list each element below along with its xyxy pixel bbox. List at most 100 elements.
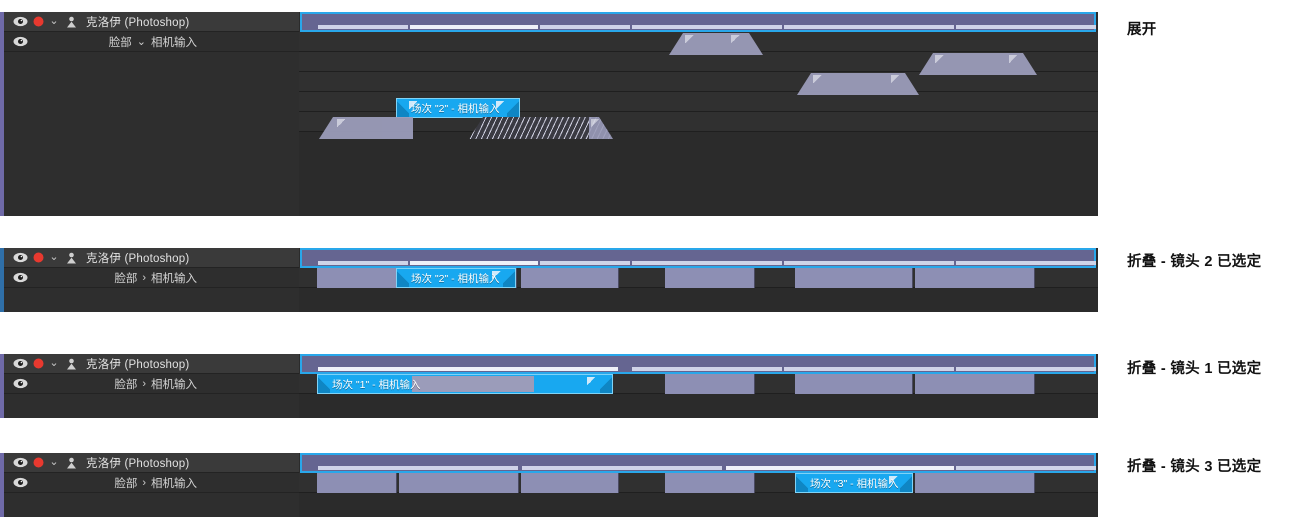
selected-clip[interactable]: 场次 "2" - 相机输入 [396,268,516,288]
collapsed-clip-block[interactable] [665,473,755,493]
eye-icon[interactable] [10,272,30,283]
track-subheader-row[interactable]: 脸部 ⌄ 相机输入 [4,32,299,52]
track-row[interactable] [299,493,1098,517]
eye-icon[interactable] [10,477,30,488]
timeline-panel-expanded[interactable]: ⌄ 克洛伊 (Photoshop) 脸部 ⌄ 相机输入 [0,12,1098,216]
master-strip-segment [318,466,518,470]
eye-icon[interactable] [10,36,30,47]
timeline-clip[interactable] [319,117,413,139]
clip-label: 场次 "2" - 相机输入 [411,102,500,115]
eye-icon[interactable] [10,378,30,389]
chevron-right-icon[interactable]: › [142,271,146,284]
keyframe-marker [409,101,418,109]
master-sequence-bar[interactable] [300,453,1096,473]
keyframe-marker [337,119,346,127]
eye-icon[interactable] [10,358,30,369]
clip-corner-left [397,269,409,287]
clip-source-underlay [412,376,534,392]
master-strip-segment [410,25,538,29]
person-icon [62,457,80,469]
collapsed-clip-block[interactable] [915,374,1035,394]
collapsed-clip-block[interactable] [399,473,519,493]
master-sequence-bar[interactable] [300,12,1096,32]
timeline-tracks-area[interactable]: 场次 "2" - 相机输入 [299,248,1098,312]
master-strip-segment [956,367,1096,371]
selected-clip[interactable]: 场次 "1" - 相机输入 [317,374,613,394]
person-icon [62,358,80,370]
collapsed-clip-block[interactable] [795,374,913,394]
collapsed-clip-block[interactable] [915,268,1035,288]
master-strip-segment [632,25,782,29]
track-header-column: ⌄ 克洛伊 (Photoshop) 脸部 › 相机输入 [4,354,299,418]
timeline-clip[interactable] [797,73,919,95]
track-header-title-row[interactable]: ⌄ 克洛伊 (Photoshop) [4,354,299,374]
collapsed-clip-block[interactable] [317,473,397,493]
track-header-title-row[interactable]: ⌄ 克洛伊 (Photoshop) [4,248,299,268]
track-row[interactable] [299,394,1098,418]
track-header-title-row[interactable]: ⌄ 克洛伊 (Photoshop) [4,12,299,32]
chevron-down-icon[interactable]: ⌄ [49,251,59,263]
track-header-filler [4,288,299,312]
master-strip-segment [522,466,722,470]
eye-icon[interactable] [10,457,30,468]
master-sequence-bar[interactable] [300,248,1096,268]
track-group-name: 脸部 [114,378,138,391]
selected-clip[interactable]: 场次 "3" - 相机输入 [795,473,913,493]
chevron-down-icon[interactable]: ⌄ [49,15,59,27]
collapsed-clip-block[interactable] [521,268,619,288]
timeline-tracks-area[interactable]: 场次 "1" - 相机输入 [299,354,1098,418]
chevron-down-icon[interactable]: ⌄ [49,357,59,369]
person-icon [62,16,80,28]
track-row[interactable] [299,288,1098,312]
track-subheader-row[interactable]: 脸部 › 相机输入 [4,374,299,394]
master-sequence-bar[interactable] [300,354,1096,374]
collapsed-clip-block[interactable] [795,268,913,288]
record-dot-icon[interactable] [30,252,46,263]
chevron-right-icon[interactable]: › [142,377,146,390]
timeline-clip[interactable] [669,33,763,55]
master-strip-segment [784,367,954,371]
clip-corner-left [796,474,808,492]
collapsed-clip-block[interactable] [915,473,1035,493]
track-header-column: ⌄ 克洛伊 (Photoshop) 脸部 › 相机输入 [4,248,299,312]
track-subheader-row[interactable]: 脸部 › 相机输入 [4,268,299,288]
track-row[interactable] [299,72,1098,92]
keyframe-marker [496,101,505,109]
timeline-clip[interactable] [919,53,1037,75]
eye-icon[interactable] [10,252,30,263]
timeline-tracks-area[interactable]: 场次 "3" - 相机输入 [299,453,1098,517]
track-row[interactable] [299,132,1098,216]
track-subheader-row[interactable]: 脸部 › 相机输入 [4,473,299,493]
chevron-down-icon[interactable]: ⌄ [136,36,146,48]
chevron-right-icon[interactable]: › [142,476,146,489]
timeline-tracks-area[interactable]: 场次 "2" - 相机输入 [299,12,1098,216]
collapsed-clip-block[interactable] [665,268,755,288]
track-source-name: 相机输入 [151,477,197,490]
timeline-panel-collapsed-shot2[interactable]: ⌄ 克洛伊 (Photoshop) 脸部 › 相机输入 [0,248,1098,312]
master-strip-segment [784,25,954,29]
record-dot-icon[interactable] [30,358,46,369]
collapsed-clip-block[interactable] [521,473,619,493]
selected-clip[interactable]: 场次 "2" - 相机输入 [396,98,520,118]
clip-corner-left [397,99,409,117]
track-header-column: ⌄ 克洛伊 (Photoshop) 脸部 ⌄ 相机输入 [4,12,299,216]
master-strip-segment [726,466,954,470]
record-dot-icon[interactable] [30,16,46,27]
track-header-filler [4,493,299,517]
keyframe-marker [1009,55,1018,63]
track-group-label-wrap: 脸部 › 相机输入 [114,270,197,286]
eye-icon[interactable] [10,16,30,27]
timeline-clip-hatched[interactable] [469,117,613,139]
timeline-panel-collapsed-shot3[interactable]: ⌄ 克洛伊 (Photoshop) 脸部 › 相机输入 [0,453,1098,517]
record-dot-icon[interactable] [30,457,46,468]
track-row[interactable] [299,52,1098,72]
chevron-down-icon[interactable]: ⌄ [49,456,59,468]
track-group-name: 脸部 [114,477,138,490]
clip-label: 场次 "3" - 相机输入 [810,477,899,490]
track-header-title-row[interactable]: ⌄ 克洛伊 (Photoshop) [4,453,299,473]
track-title-label: 克洛伊 (Photoshop) [86,358,190,371]
collapsed-clip-block[interactable] [665,374,755,394]
clip-corner-right [900,474,912,492]
timeline-panel-collapsed-shot1[interactable]: ⌄ 克洛伊 (Photoshop) 脸部 › 相机输入 [0,354,1098,418]
